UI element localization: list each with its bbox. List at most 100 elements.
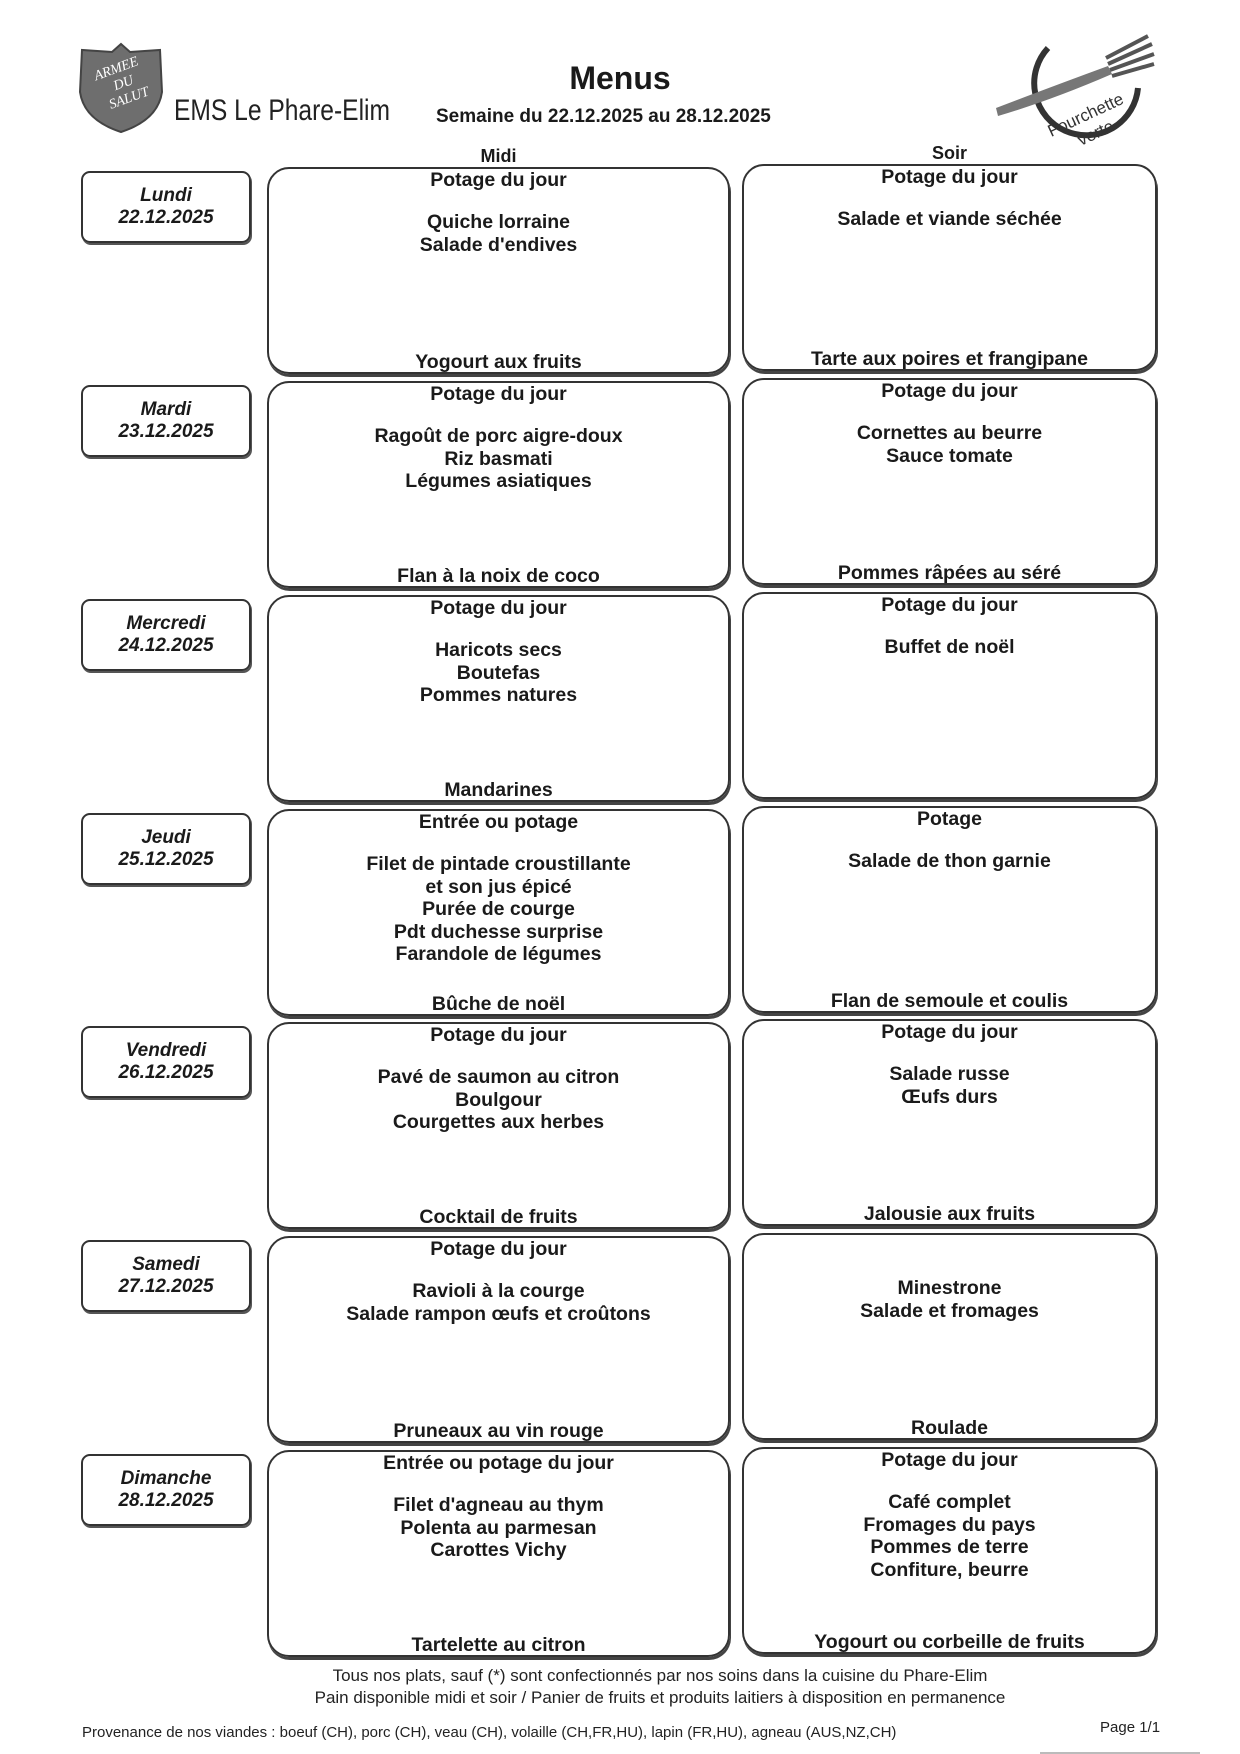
day-name: Mardi xyxy=(140,399,192,420)
dessert: Tarte aux poires et frangipane xyxy=(810,348,1089,370)
dish: Ravioli à la courge xyxy=(412,1280,585,1302)
midi-menu-box: Potage du jour Ravioli à la courge Salade … xyxy=(267,1236,730,1443)
starter: Potage du jour xyxy=(881,1449,1018,1471)
dessert: Tartelette au citron xyxy=(411,1634,586,1656)
dish: Courgettes aux herbes xyxy=(392,1111,605,1133)
midi-menu-box: Potage du jour Ragoût de porc aigre-doux R… xyxy=(267,381,730,588)
day-date: 27.12.2025 xyxy=(118,1276,214,1297)
main-dishes: Minestrone Salade et fromages xyxy=(744,1277,1155,1322)
dessert: Pommes râpées au séré xyxy=(837,562,1062,584)
starter: Potage du jour xyxy=(430,1238,567,1260)
soir-menu-box: Potage du jour Buffet de noël xyxy=(742,592,1157,799)
soir-menu-box: Potage du jour Cornettes au beurre Sauce t… xyxy=(742,378,1157,585)
dessert: Pruneaux au vin rouge xyxy=(393,1420,604,1442)
dish: Buffet de noël xyxy=(884,636,1015,658)
footer-note: Tous nos plats, sauf (*) sont confection… xyxy=(332,1666,988,1685)
day-label-lundi: Lundi 22.12.2025 xyxy=(81,171,251,243)
soir-menu-box: Minestrone Salade et fromages Roulade xyxy=(742,1233,1157,1440)
day-date: 23.12.2025 xyxy=(118,421,214,442)
soir-menu-box: Potage du jour Salade russe Œufs durs Jalou… xyxy=(742,1019,1157,1226)
main-dishes: Filet d'agneau au thym Polenta au parmesa… xyxy=(269,1494,728,1562)
main-dishes: Salade de thon garnie xyxy=(744,850,1155,873)
main-dishes: Cornettes au beurre Sauce tomate xyxy=(744,422,1155,467)
soir-menu-box: Potage Salade de thon garnie Flan de semou… xyxy=(742,806,1157,1013)
midi-menu-box: Potage du jour Quiche lorraine Salade d'en… xyxy=(267,167,730,374)
day-name: Jeudi xyxy=(141,827,191,848)
armee-du-salut-logo: ARMEE DU SALUT xyxy=(78,42,164,134)
dish: Ragoût de porc aigre-doux xyxy=(374,425,623,447)
dish: Haricots secs xyxy=(435,639,562,661)
dish: Salade russe xyxy=(889,1063,1010,1085)
main-dishes: Haricots secs Boutefas Pommes natures xyxy=(269,639,728,707)
day-date: 26.12.2025 xyxy=(118,1062,214,1083)
dessert: Yogourt aux fruits xyxy=(415,351,582,373)
midi-menu-box: Potage du jour Pavé de saumon au citron Bo… xyxy=(267,1022,730,1229)
column-header-soir: Soir xyxy=(931,143,967,163)
midi-menu-box: Entrée ou potage Filet de pintade crousti… xyxy=(267,809,730,1016)
column-header-midi: Midi xyxy=(480,146,517,166)
main-dishes: Salade et viande séchée xyxy=(744,208,1155,231)
dish: Fromages du pays xyxy=(863,1513,1036,1536)
dish: Carottes Vichy xyxy=(430,1539,567,1561)
starter: Potage du jour xyxy=(881,380,1018,402)
main-dishes: Café complet Fromages du pays Pommes de te… xyxy=(744,1491,1155,1581)
dish: Confiture, beurre xyxy=(870,1558,1029,1581)
fourchette-verte-logo: Fourchette verte xyxy=(996,34,1155,150)
dish: Cornettes au beurre xyxy=(856,422,1043,444)
divider xyxy=(1040,1752,1200,1754)
starter: Potage du jour xyxy=(430,597,567,619)
dessert: Jalousie aux fruits xyxy=(863,1203,1036,1225)
dish: Minestrone xyxy=(897,1277,1002,1299)
day-label-dimanche: Dimanche 28.12.2025 xyxy=(81,1454,251,1526)
dish: Farandole de légumes xyxy=(395,943,602,965)
midi-menu-box: Potage du jour Haricots secs Boutefas Pomme… xyxy=(267,595,730,802)
starter: Potage xyxy=(916,808,982,830)
main-dishes: Filet de pintade croustillante et son jus… xyxy=(269,853,728,966)
starter: Potage du jour xyxy=(881,1021,1018,1043)
dish: Salade d'endives xyxy=(419,233,578,256)
dessert: Flan à la noix de coco xyxy=(397,565,600,587)
day-date: 24.12.2025 xyxy=(118,635,214,656)
page-title: Menus xyxy=(0,60,1240,97)
dish: Pommes natures xyxy=(419,684,578,706)
dish: Salade de thon garnie xyxy=(848,850,1051,872)
dish: Salade et fromages xyxy=(860,1299,1039,1322)
page-number: Page 1/1 xyxy=(1100,1719,1161,1736)
dish: Pavé de saumon au citron xyxy=(377,1066,620,1088)
day-label-mercredi: Mercredi 24.12.2025 xyxy=(81,599,251,671)
footer-bread-note: Pain disponible midi et soir / Panier de… xyxy=(314,1688,1006,1707)
starter: Potage du jour xyxy=(430,383,567,405)
main-dishes: Ragoût de porc aigre-doux Riz basmati Légu… xyxy=(269,425,728,493)
dish: Quiche lorraine xyxy=(426,211,571,233)
dish: Riz basmati xyxy=(444,447,553,470)
dish: Sauce tomate xyxy=(886,444,1013,467)
dish: Salade et viande séchée xyxy=(837,208,1062,230)
dish: Pommes de terre xyxy=(870,1536,1029,1558)
dish: Filet d'agneau au thym xyxy=(393,1494,604,1516)
day-name: Vendredi xyxy=(125,1040,207,1061)
dish: Café complet xyxy=(888,1491,1011,1513)
dish: Filet de pintade croustillante xyxy=(366,853,631,875)
dessert: Cocktail de fruits xyxy=(419,1206,578,1228)
dish: et son jus épicé xyxy=(425,875,572,898)
midi-menu-box: Entrée ou potage du jour Filet d'agneau a… xyxy=(267,1450,730,1657)
dish: Légumes asiatiques xyxy=(405,470,592,492)
dish: Œufs durs xyxy=(901,1085,998,1108)
week-range: Semaine du 22.12.2025 au 28.12.2025 xyxy=(436,106,771,127)
day-name: Samedi xyxy=(132,1254,200,1275)
starter: Potage du jour xyxy=(881,594,1018,616)
main-dishes: Buffet de noël xyxy=(744,636,1155,659)
dessert: Flan de semoule et coulis xyxy=(830,990,1069,1012)
day-name: Mercredi xyxy=(126,613,206,634)
main-dishes: Salade russe Œufs durs xyxy=(744,1063,1155,1108)
dish: Polenta au parmesan xyxy=(400,1516,597,1539)
main-dishes: Ravioli à la courge Salade rampon œufs et… xyxy=(269,1280,728,1325)
starter: Entrée ou potage du jour xyxy=(383,1452,614,1474)
soir-menu-box: Potage du jour Salade et viande séchée Tar… xyxy=(742,164,1157,371)
dessert: Bûche de noël xyxy=(431,993,566,1015)
soir-menu-box: Potage du jour Café complet Fromages du pa… xyxy=(742,1447,1157,1654)
day-label-mardi: Mardi 23.12.2025 xyxy=(81,385,251,457)
dessert: Mandarines xyxy=(444,779,553,801)
day-date: 28.12.2025 xyxy=(118,1490,214,1511)
day-label-samedi: Samedi 27.12.2025 xyxy=(81,1240,251,1312)
